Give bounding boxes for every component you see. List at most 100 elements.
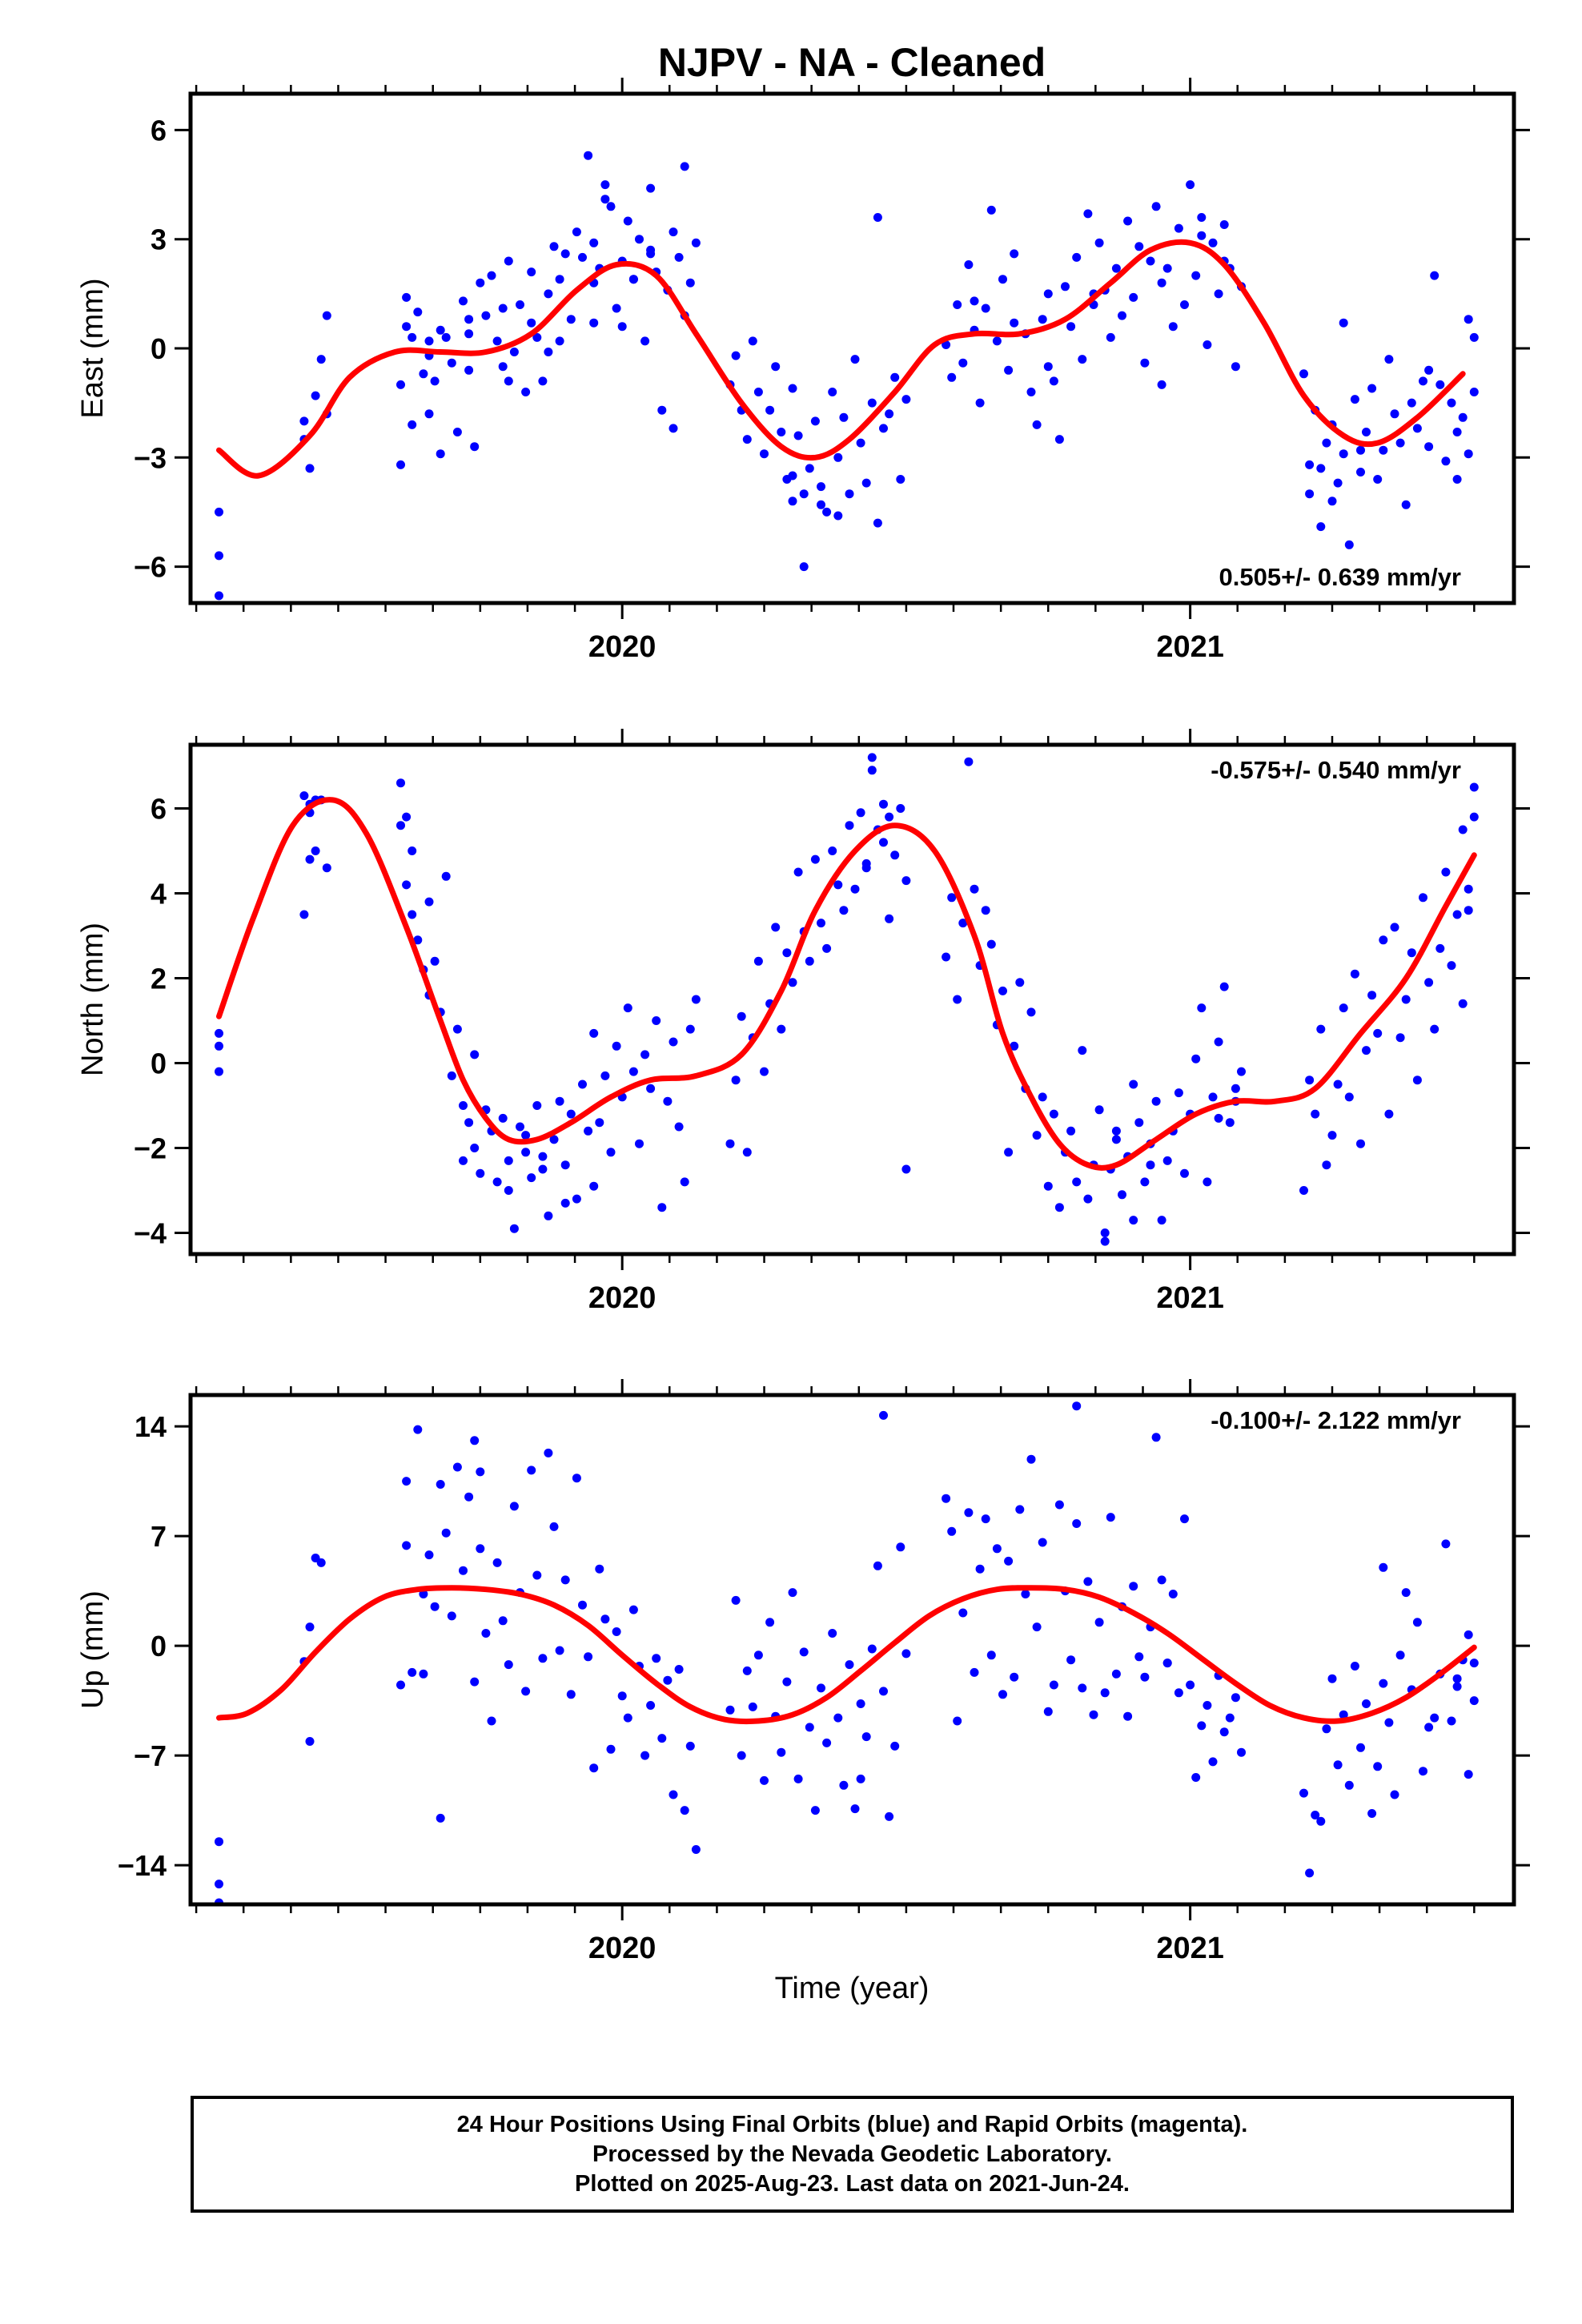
data-point	[850, 355, 860, 364]
data-point	[589, 1763, 599, 1773]
data-point	[538, 1164, 548, 1174]
data-point	[970, 296, 979, 306]
data-point	[1344, 1092, 1354, 1102]
data-point	[1447, 1716, 1456, 1726]
data-point	[555, 1096, 564, 1106]
data-point	[1367, 1809, 1377, 1818]
data-point	[396, 778, 405, 788]
data-point	[1322, 1160, 1331, 1170]
data-point	[1327, 1674, 1337, 1683]
data-point	[691, 1845, 701, 1854]
data-point	[470, 1436, 480, 1445]
data-point	[753, 388, 763, 396]
data-point	[1151, 202, 1161, 211]
data-point	[810, 1806, 820, 1815]
data-point	[464, 1492, 474, 1502]
data-point	[464, 365, 474, 375]
data-point	[402, 292, 412, 302]
data-point	[476, 1168, 485, 1178]
data-point	[436, 449, 445, 459]
data-point	[828, 388, 837, 396]
data-point	[1026, 388, 1036, 396]
y-tick-label: −4	[134, 1217, 167, 1250]
data-point	[1356, 468, 1365, 476]
data-point	[1395, 438, 1405, 448]
data-point	[1026, 1007, 1036, 1017]
data-point	[947, 893, 957, 903]
data-point	[805, 1723, 814, 1732]
data-point	[753, 956, 763, 966]
data-point	[873, 213, 882, 222]
data-point	[436, 325, 445, 335]
data-point	[1061, 282, 1070, 292]
data-point	[305, 1737, 315, 1746]
data-point	[623, 216, 632, 226]
data-point	[1134, 1652, 1144, 1662]
data-point	[555, 275, 564, 284]
data-point	[867, 1644, 877, 1654]
data-point	[476, 1544, 485, 1554]
data-point	[1452, 910, 1462, 919]
data-point	[986, 1651, 996, 1660]
data-point	[419, 1590, 428, 1598]
x-axis-label: Time (year)	[775, 1972, 930, 2005]
data-point	[1203, 340, 1212, 349]
data-point	[215, 1067, 223, 1076]
data-point	[640, 1050, 650, 1059]
data-point	[879, 799, 888, 809]
y-tick-label: 6	[151, 793, 167, 826]
data-point	[527, 318, 536, 328]
data-point	[1350, 969, 1359, 979]
y-tick-label: 3	[151, 223, 167, 256]
data-point	[476, 278, 485, 287]
y-tick-label: −7	[134, 1739, 167, 1772]
data-point	[1015, 978, 1025, 987]
data-point	[589, 238, 599, 247]
data-point	[856, 438, 865, 448]
data-point	[1162, 1156, 1172, 1165]
data-point	[424, 409, 434, 419]
data-point	[1412, 1618, 1422, 1627]
data-point	[657, 1203, 667, 1212]
data-point	[992, 1544, 1002, 1554]
data-point	[901, 395, 911, 404]
data-point	[1305, 1076, 1315, 1085]
data-point	[1072, 1177, 1082, 1187]
data-point	[1140, 358, 1150, 368]
data-point	[1327, 1131, 1337, 1140]
data-point	[873, 518, 882, 528]
data-point	[1151, 1433, 1161, 1442]
data-point	[1469, 782, 1479, 792]
data-point	[657, 405, 667, 415]
data-point	[584, 1126, 593, 1136]
data-point	[1419, 376, 1427, 386]
data-point	[430, 956, 440, 966]
data-point	[1299, 1186, 1308, 1195]
data-point	[1038, 1538, 1047, 1547]
data-point	[560, 1575, 570, 1585]
data-point	[452, 1462, 462, 1472]
data-point	[1015, 1505, 1025, 1514]
data-point	[572, 1474, 581, 1483]
data-point	[459, 1101, 468, 1110]
data-point	[617, 1691, 627, 1701]
data-point	[589, 1181, 599, 1191]
data-point	[532, 1570, 542, 1580]
data-point	[1225, 1713, 1235, 1723]
data-point	[299, 910, 309, 919]
data-point	[215, 1837, 223, 1847]
data-point	[527, 1466, 536, 1475]
data-point	[737, 1011, 746, 1021]
data-point	[1469, 1696, 1479, 1706]
data-point	[958, 1608, 968, 1618]
data-point	[1174, 1688, 1183, 1698]
data-point	[436, 1480, 445, 1489]
data-point	[861, 863, 871, 873]
data-point	[1441, 456, 1451, 466]
data-point	[504, 1660, 513, 1670]
data-point	[1469, 332, 1479, 342]
data-point	[1344, 540, 1354, 549]
data-point	[805, 956, 814, 966]
data-point	[311, 391, 320, 400]
data-point	[646, 1084, 656, 1093]
